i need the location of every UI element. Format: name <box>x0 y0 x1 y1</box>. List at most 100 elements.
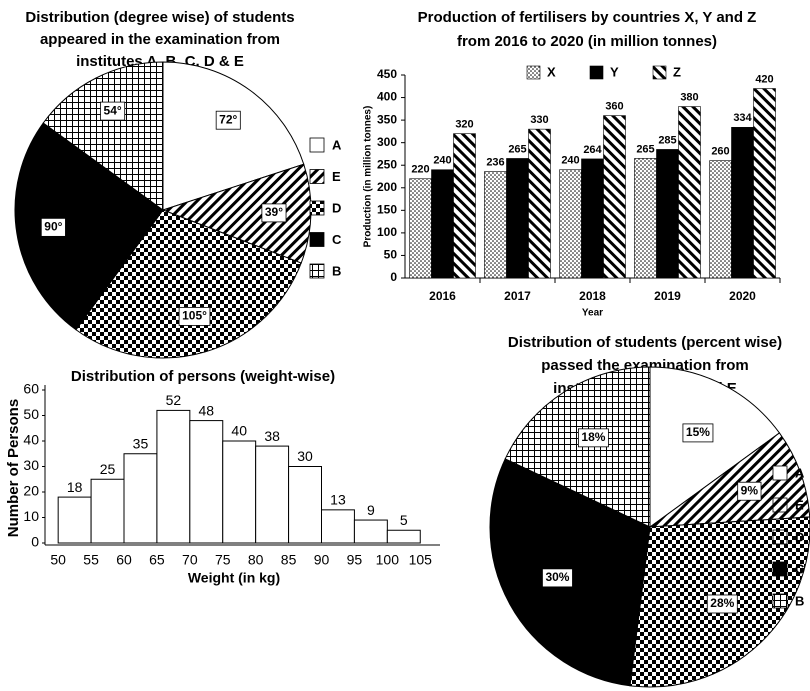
x-tick-label: 60 <box>116 552 132 568</box>
y-tick-label: 100 <box>377 225 397 239</box>
label-bg <box>261 203 287 223</box>
legend-label: D <box>795 529 804 544</box>
data-label: 15% <box>686 425 710 439</box>
y-tick-label: 200 <box>377 180 397 194</box>
bar <box>753 88 776 279</box>
histogram-bar <box>222 440 257 544</box>
y-tick-label: 30 <box>23 457 39 473</box>
histogram-bar <box>353 519 388 544</box>
histogram-bar <box>156 409 191 544</box>
legend-swatch <box>309 200 325 216</box>
legend-swatch <box>589 65 604 80</box>
pie-slice <box>14 122 164 331</box>
x-tick-label: 105 <box>409 552 433 568</box>
data-label: 18 <box>67 479 83 495</box>
data-label: 236 <box>486 156 504 168</box>
data-label: 334 <box>733 112 752 124</box>
legend-swatch <box>772 497 788 513</box>
bar <box>559 169 582 279</box>
x-tick-label: 2018 <box>579 289 606 303</box>
histogram-bar <box>288 466 323 544</box>
bar <box>603 115 626 279</box>
data-label: 9% <box>741 483 759 497</box>
data-label: 220 <box>411 164 429 176</box>
data-label: 13 <box>330 492 346 508</box>
chart-title: appeared in the examination from <box>40 31 280 48</box>
pie-slice <box>42 61 164 211</box>
legend-swatch <box>772 561 788 577</box>
bar <box>634 158 657 279</box>
y-tick-label: 0 <box>31 534 39 550</box>
label-bg <box>100 101 126 121</box>
x-tick-label: 85 <box>281 552 297 568</box>
legend-label: D <box>332 200 341 215</box>
x-axis-label: Year <box>582 308 603 319</box>
data-label: 320 <box>455 119 473 131</box>
legend-label: C <box>332 232 342 247</box>
y-tick-label: 450 <box>377 67 397 81</box>
data-label: 30 <box>297 448 313 464</box>
label-bg <box>578 428 609 448</box>
data-label: 18% <box>581 430 605 444</box>
histogram-bar <box>57 496 92 544</box>
label-bg <box>682 423 714 443</box>
x-tick-label: 2016 <box>429 289 456 303</box>
legend-label: E <box>332 169 341 184</box>
chart-title: institutes A, B, C, D & E <box>76 53 244 70</box>
legend-label: B <box>795 593 804 608</box>
y-tick-label: 50 <box>23 406 39 422</box>
legend-swatch <box>309 263 325 279</box>
legend-swatch <box>309 169 325 184</box>
y-tick-label: 0 <box>390 270 397 284</box>
data-label: 240 <box>433 155 451 167</box>
y-tick-label: 350 <box>377 112 397 126</box>
legend-label: Y <box>610 64 619 79</box>
bar <box>731 127 754 279</box>
y-tick-label: 250 <box>377 157 397 171</box>
x-tick-label: 50 <box>50 552 66 568</box>
chart-title: passed the examination from <box>541 357 749 374</box>
data-label: 9 <box>367 502 375 518</box>
histogram-bar <box>321 509 355 544</box>
data-label: 90° <box>44 220 62 234</box>
data-label: 420 <box>755 73 773 85</box>
x-tick-label: 2020 <box>729 289 756 303</box>
y-tick-label: 40 <box>23 432 39 448</box>
y-axis-label: Number of Persons <box>5 399 22 537</box>
bar <box>453 133 476 279</box>
chart-title: Distribution (degree wise) of students <box>25 9 294 26</box>
histogram-bar <box>123 453 158 544</box>
x-tick-label: 95 <box>347 552 363 568</box>
data-label: 380 <box>680 91 698 103</box>
legend-label: E <box>795 497 804 512</box>
bar <box>528 128 551 279</box>
x-tick-label: 90 <box>314 552 330 568</box>
chart-title: Production of fertilisers by countries X… <box>418 9 757 26</box>
legend-swatch <box>309 137 325 153</box>
y-tick-label: 300 <box>377 135 397 149</box>
data-label: 240 <box>561 155 579 167</box>
legend-label: A <box>332 137 342 152</box>
bar <box>709 160 732 279</box>
legend-label: X <box>547 64 556 79</box>
x-tick-label: 75 <box>215 552 231 568</box>
x-tick-label: 70 <box>182 552 198 568</box>
legend-swatch <box>526 65 541 80</box>
data-label: 54° <box>104 103 122 117</box>
data-label: 39° <box>265 205 283 219</box>
bar <box>431 169 454 279</box>
legend-label: B <box>332 263 341 278</box>
data-label: 260 <box>711 146 729 158</box>
data-label: 40 <box>231 423 247 439</box>
data-label: 5 <box>400 512 408 528</box>
pie-slice <box>162 61 305 211</box>
x-axis-label: Weight (in kg) <box>188 570 280 586</box>
data-label: 52 <box>166 392 182 408</box>
data-label: 30% <box>545 570 569 584</box>
bar <box>484 171 507 279</box>
legend-label: A <box>795 465 805 480</box>
data-label: 330 <box>530 114 548 126</box>
bar <box>506 158 529 279</box>
bar <box>409 178 432 279</box>
